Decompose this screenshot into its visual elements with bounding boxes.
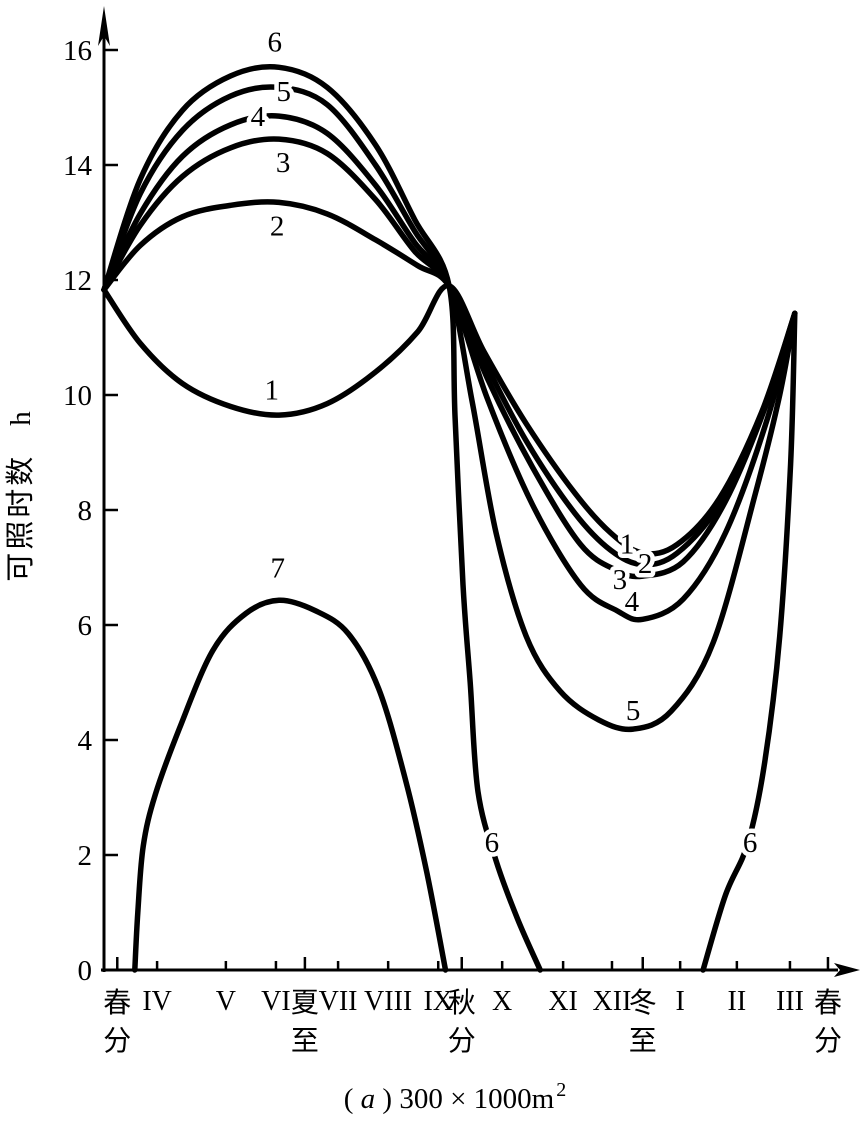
curve-7-label: 7 <box>271 553 286 585</box>
y-tick-label: 12 <box>63 265 92 297</box>
x-label-X: X <box>492 986 512 1017</box>
curve-2 <box>101 199 798 568</box>
curve-4-label: 4 <box>251 101 266 133</box>
curve-3 <box>101 136 798 580</box>
x-label-秋分: 秋分 <box>448 987 476 1057</box>
curve-3-label: 3 <box>613 564 628 596</box>
curve-4 <box>101 113 798 623</box>
x-label-春分: 春分 <box>814 987 842 1057</box>
curve-5-label: 5 <box>626 695 641 727</box>
x-label-IV: IV <box>142 986 172 1017</box>
y-axis-ticks: 0 2 4 6 8 10 12 14 16 <box>63 35 118 987</box>
y-tick-label: 2 <box>78 840 93 872</box>
chart-caption: ( a ) 300 × 1000m 2 <box>344 1079 567 1115</box>
x-label-VI: VI <box>261 986 291 1017</box>
curve-6-seg2 <box>700 310 798 973</box>
y-tick-label: 6 <box>78 610 93 642</box>
curve-1-label: 1 <box>264 374 279 406</box>
x-label-春分: 春分 <box>103 987 131 1057</box>
curve-3-label: 3 <box>276 147 291 179</box>
x-axis-arrow-icon <box>834 963 860 977</box>
curve-2-label: 2 <box>270 210 285 242</box>
x-label-冬至: 冬至 <box>629 987 657 1057</box>
axes <box>98 6 860 977</box>
curves <box>101 64 798 973</box>
curve-5-label: 5 <box>277 76 292 108</box>
curve-5 <box>101 84 798 733</box>
x-label-VII: VII <box>319 986 358 1017</box>
y-axis-title-text: 可照时数h <box>4 408 37 582</box>
curve-1 <box>101 283 798 557</box>
x-label-I: I <box>675 986 684 1017</box>
curve-1-label: 1 <box>620 528 635 560</box>
x-label-XI: XI <box>548 986 578 1017</box>
x-label-VIII: VIII <box>364 986 412 1017</box>
y-axis-title: 可照时数h <box>4 408 37 582</box>
y-tick-label: 8 <box>78 495 93 527</box>
curve-6-label: 6 <box>743 827 758 859</box>
y-axis-arrow-icon <box>98 6 110 46</box>
x-label-IX: IX <box>423 986 453 1017</box>
curve-4-label: 4 <box>625 586 640 618</box>
y-tick-label: 10 <box>63 380 92 412</box>
curve-6-label: 6 <box>485 827 500 859</box>
curve-2-label: 2 <box>638 548 653 580</box>
curve-7 <box>132 597 449 973</box>
x-label-III: III <box>776 986 804 1017</box>
y-tick-label: 0 <box>78 955 93 987</box>
x-label-XII: XII <box>593 986 632 1017</box>
x-label-夏至: 夏至 <box>291 988 319 1057</box>
y-tick-label: 16 <box>63 35 92 67</box>
curve-6-label: 6 <box>267 26 282 58</box>
y-tick-label: 4 <box>78 725 93 757</box>
x-label-V: V <box>216 986 236 1017</box>
y-tick-label: 14 <box>63 150 93 182</box>
x-label-II: II <box>728 986 747 1017</box>
caption-text: ( a ) 300 × 1000m 2 <box>344 1079 567 1115</box>
curve-6-seg1 <box>101 64 543 973</box>
